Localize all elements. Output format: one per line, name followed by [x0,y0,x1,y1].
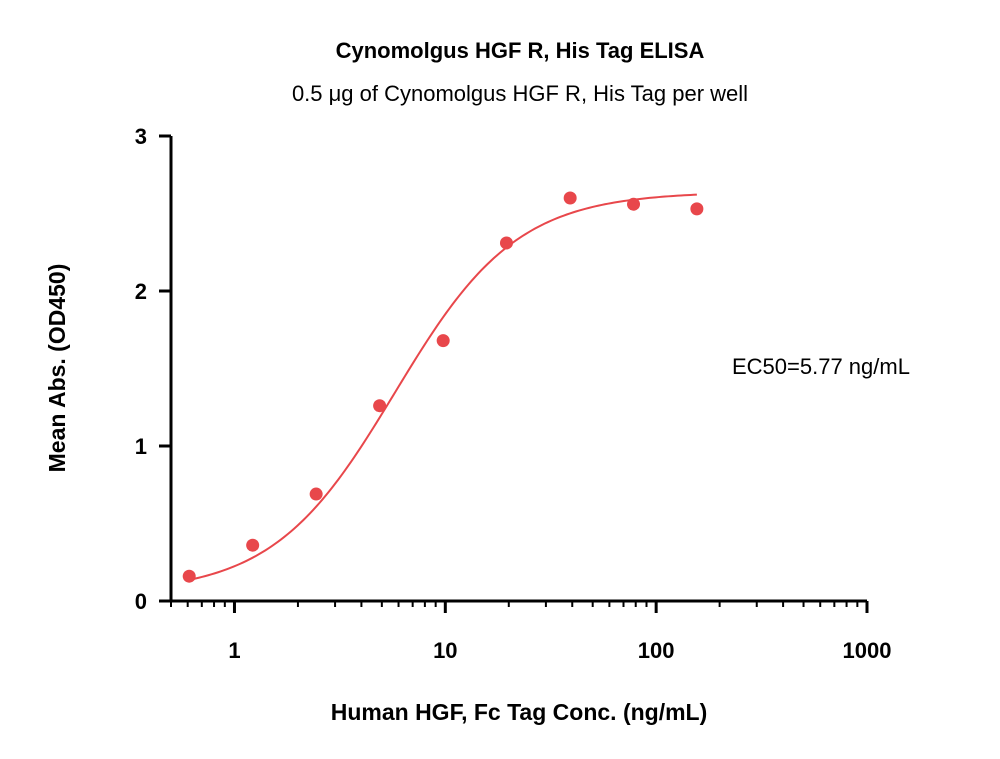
x-tick-label: 100 [638,638,675,663]
x-tick-label: 1000 [843,638,892,663]
data-point [436,334,450,348]
data-point [563,191,577,205]
y-tick-label: 2 [135,279,147,304]
data-point [627,197,641,211]
y-axis-label: Mean Abs. (OD450) [44,264,70,473]
axes: 0 1 2 3 1 10 100 1000 [135,124,892,663]
x-ticks: 1 10 100 1000 [170,601,892,663]
y-tick-label: 3 [135,124,147,149]
chart-title: Cynomolgus HGF R, His Tag ELISA [336,38,705,63]
chart-subtitle: 0.5 μg of Cynomolgus HGF R, His Tag per … [292,81,748,106]
ec50-annotation: EC50=5.77 ng/mL [732,354,910,379]
y-tick-label: 1 [135,434,147,459]
data-point [309,487,323,501]
y-tick-label: 0 [135,589,147,614]
y-ticks: 0 1 2 3 [135,124,171,614]
fit-curve [188,193,697,581]
data-point [246,538,260,552]
data-points [182,191,704,583]
data-point [182,569,196,583]
x-tick-label: 10 [433,638,457,663]
x-tick-label: 1 [228,638,240,663]
data-point [373,399,387,413]
data-point [690,202,704,216]
x-axis-label: Human HGF, Fc Tag Conc. (ng/mL) [331,699,708,725]
data-point [499,236,513,250]
